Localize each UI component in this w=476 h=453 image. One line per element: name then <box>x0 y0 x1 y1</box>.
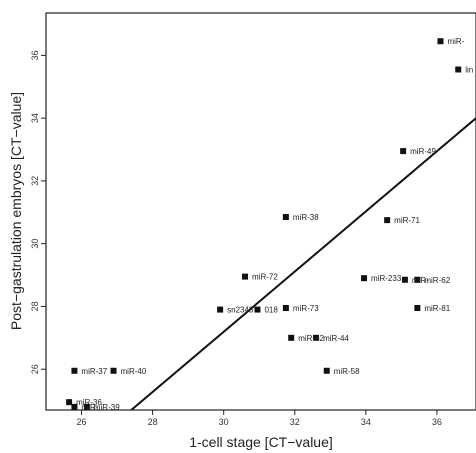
x-axis-ticks: 26 28 30 32 34 36 <box>77 410 442 427</box>
x-tick-label: 26 <box>77 417 87 427</box>
point-marker <box>66 399 73 406</box>
x-tick-label: 32 <box>290 417 300 427</box>
data-point: miR-42 <box>288 334 325 343</box>
y-tick-label: 34 <box>30 113 40 123</box>
point-marker <box>313 334 320 341</box>
point-label: miR-39 <box>94 403 120 412</box>
point-label: miR-36 <box>76 398 102 407</box>
point-marker <box>288 334 295 341</box>
data-point: miR- <box>71 403 99 412</box>
point-marker <box>361 275 368 282</box>
y-tick-label: 26 <box>30 364 40 374</box>
data-point: sn2343 <box>217 306 254 315</box>
point-marker <box>110 367 117 374</box>
data-point: miR-36 <box>66 398 102 407</box>
point-label: miR- <box>81 403 98 412</box>
data-point: miR-49 <box>400 147 436 156</box>
point-label: miR-62 <box>424 276 450 285</box>
point-label: miR-49 <box>410 147 436 156</box>
data-point: miR- <box>401 276 429 285</box>
point-marker <box>323 367 330 374</box>
data-point: 018 <box>254 306 278 315</box>
x-tick-label: 36 <box>432 417 442 427</box>
point-label: miR-38 <box>293 213 319 222</box>
point-marker <box>401 276 408 283</box>
data-point: miR-233 <box>361 274 402 283</box>
point-label: miR-73 <box>293 304 319 313</box>
data-point: miR-40 <box>110 367 147 376</box>
data-point: miR-39 <box>83 403 120 412</box>
y-tick-label: 36 <box>30 50 40 60</box>
point-marker <box>437 38 444 45</box>
point-label: miR-72 <box>252 273 278 282</box>
point-marker <box>414 276 421 283</box>
point-marker <box>71 403 78 410</box>
plot-frame <box>45 12 476 411</box>
point-label: miR-81 <box>424 304 450 313</box>
point-marker <box>455 66 462 73</box>
data-point: miR-37 <box>71 367 108 376</box>
point-marker <box>83 403 90 410</box>
point-marker <box>384 217 391 224</box>
point-marker <box>282 305 289 312</box>
y-tick-label: 32 <box>30 176 40 186</box>
point-marker <box>71 367 78 374</box>
point-label: sn2343 <box>227 306 254 315</box>
x-tick-label: 34 <box>361 417 371 427</box>
y-axis-label: Post−gastrulation embryos [CT−value] <box>8 92 24 330</box>
regression-line <box>130 117 476 410</box>
x-tick-label: 30 <box>219 417 229 427</box>
point-marker <box>400 148 407 155</box>
data-point: miR-44 <box>313 334 349 343</box>
plot-area <box>45 12 476 411</box>
point-marker <box>414 305 421 312</box>
point-marker <box>282 213 289 220</box>
point-label: miR- <box>447 37 464 46</box>
data-point: miR-71 <box>384 216 420 225</box>
fit-line-layer <box>130 117 476 410</box>
data-point: miR-62 <box>414 276 451 285</box>
point-label: miR-233 <box>371 274 402 283</box>
data-point: lin <box>455 65 473 74</box>
data-point: miR-81 <box>414 304 451 313</box>
point-marker <box>254 306 261 313</box>
point-marker <box>217 306 224 313</box>
y-tick-label: 30 <box>30 239 40 249</box>
point-marker <box>242 273 249 280</box>
point-label: lin <box>465 65 473 74</box>
point-label: miR-71 <box>394 216 420 225</box>
x-tick-label: 28 <box>148 417 158 427</box>
point-label: miR-37 <box>81 367 107 376</box>
data-point: miR-73 <box>282 304 319 313</box>
data-point: miR- <box>437 37 465 46</box>
point-label: 018 <box>264 306 278 315</box>
point-label: miR- <box>412 276 429 285</box>
y-tick-label: 28 <box>30 301 40 311</box>
point-label: miR-58 <box>334 367 360 376</box>
data-point: miR-58 <box>323 367 360 376</box>
data-point: miR-38 <box>282 213 319 222</box>
point-label: miR-42 <box>298 334 324 343</box>
y-axis-ticks: 26 28 30 32 34 36 <box>30 50 46 374</box>
x-axis-label: 1-cell stage [CT−value] <box>189 434 333 450</box>
point-label: miR-44 <box>323 334 349 343</box>
data-points: miR-lin miR-49 miR-38 miR-71 miR-72 miR-233 mi… <box>66 37 473 412</box>
data-point: miR-72 <box>242 273 278 282</box>
point-label: miR-40 <box>121 367 147 376</box>
